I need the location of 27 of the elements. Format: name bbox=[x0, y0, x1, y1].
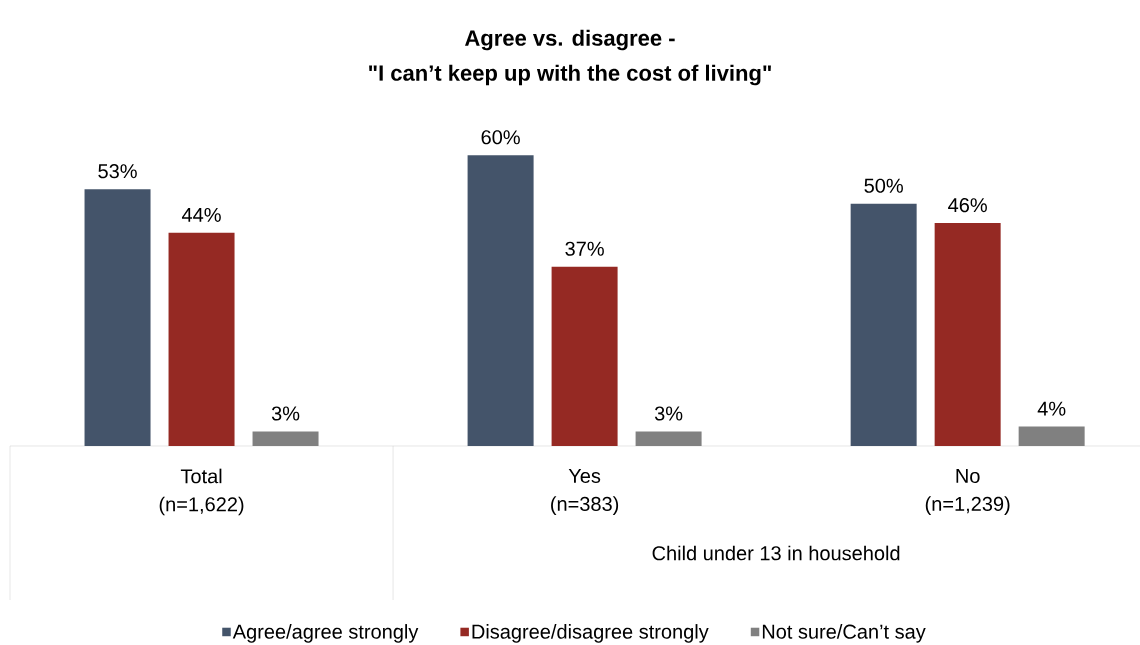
data-label: 46% bbox=[948, 198, 987, 213]
data-label: 37% bbox=[565, 241, 604, 256]
bar bbox=[252, 431, 319, 446]
data-label: 3% bbox=[271, 406, 300, 421]
data-label: 4% bbox=[1037, 401, 1066, 416]
x-tick-label: Yes (n=383) bbox=[551, 469, 619, 515]
data-label: 50% bbox=[864, 178, 903, 193]
x-tick-label: No (n=1,239) bbox=[925, 469, 1010, 515]
text: Child under 13 in household bbox=[652, 545, 900, 561]
bar bbox=[168, 232, 235, 446]
data-label: 44% bbox=[181, 207, 221, 222]
legend-label: Not sure/Can’t say bbox=[762, 624, 926, 643]
bar bbox=[934, 223, 1001, 446]
legend-label: Disagree/disagree strongly bbox=[472, 624, 709, 643]
chart-title: Agree vs. disagree - bbox=[464, 29, 675, 51]
bar bbox=[1018, 426, 1085, 446]
bar bbox=[84, 189, 151, 446]
bar bbox=[850, 203, 917, 446]
legend-label: Agree/agree strongly bbox=[232, 624, 419, 643]
data-label: 3% bbox=[654, 406, 683, 421]
chart-subtitle: "I can’t keep up with the cost of living" bbox=[369, 64, 771, 86]
bar bbox=[467, 155, 534, 446]
bar bbox=[551, 266, 618, 446]
data-label: 53% bbox=[98, 164, 137, 179]
bar bbox=[635, 431, 702, 446]
data-label: 60% bbox=[481, 130, 520, 145]
x-tick-label: Total (n=1,622) bbox=[159, 468, 244, 516]
